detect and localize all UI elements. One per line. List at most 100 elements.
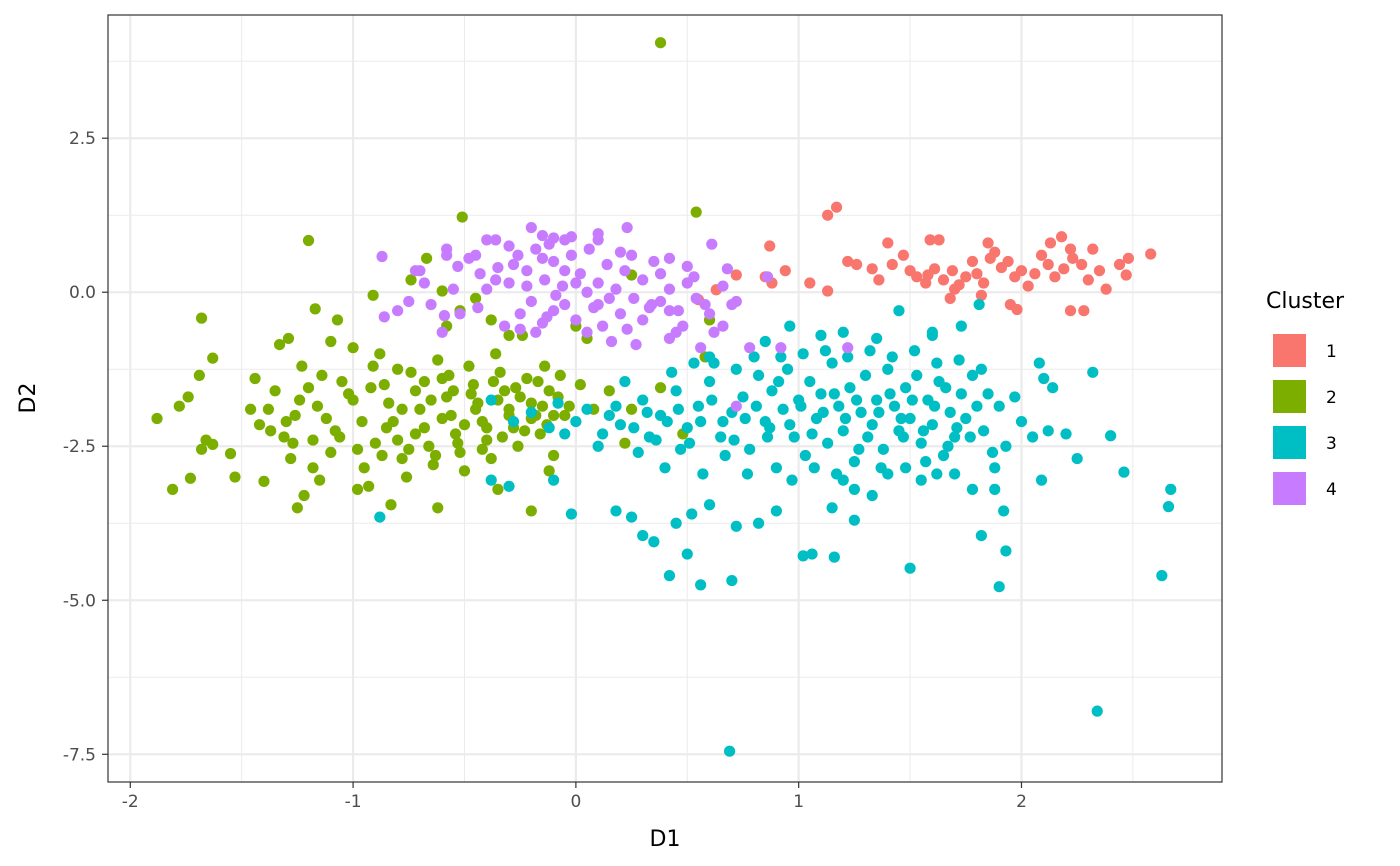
data-point-cluster-3 [920, 456, 932, 468]
data-point-cluster-4 [654, 295, 667, 308]
data-point-cluster-3 [777, 403, 789, 415]
data-point-cluster-4 [592, 298, 604, 311]
data-point-cluster-3 [1087, 366, 1099, 378]
x-tick-label: 2 [1016, 792, 1027, 812]
data-point-cluster-3 [908, 345, 921, 357]
data-point-cluster-4 [570, 277, 582, 289]
data-point-cluster-4 [690, 292, 702, 304]
data-point-cluster-3 [374, 511, 386, 523]
data-point-cluster-2 [269, 385, 281, 397]
data-point-cluster-3 [1162, 501, 1175, 513]
data-point-cluster-4 [452, 260, 464, 272]
data-point-cluster-2 [207, 438, 219, 450]
data-points [151, 37, 1177, 757]
data-point-cluster-3 [715, 431, 727, 443]
data-point-cluster-2 [574, 379, 586, 391]
data-point-cluster-3 [1091, 705, 1103, 717]
data-point-cluster-2 [514, 391, 526, 403]
data-point-cluster-4 [559, 265, 571, 277]
data-point-cluster-2 [392, 363, 404, 375]
data-point-cluster-3 [955, 388, 967, 400]
data-point-cluster-1 [1011, 303, 1023, 316]
data-point-cluster-3 [692, 400, 705, 412]
legend-label-2: 2 [1326, 388, 1337, 408]
data-point-cluster-2 [496, 431, 508, 443]
y-tick-label: 2.5 [69, 129, 96, 149]
data-point-cluster-4 [706, 238, 718, 250]
data-point-cluster-3 [659, 462, 671, 474]
data-point-cluster-1 [842, 255, 854, 268]
data-point-cluster-1 [822, 209, 834, 221]
data-point-cluster-3 [864, 345, 876, 357]
data-point-cluster-1 [897, 249, 909, 261]
data-point-cluster-1 [989, 246, 1001, 258]
data-point-cluster-2 [494, 366, 506, 378]
data-point-cluster-3 [1156, 570, 1168, 582]
data-point-cluster-1 [1015, 265, 1028, 277]
data-point-cluster-1 [1058, 263, 1070, 275]
data-point-cluster-3 [877, 443, 889, 455]
data-point-cluster-4 [474, 268, 486, 280]
data-point-cluster-3 [975, 529, 987, 542]
data-point-cluster-3 [674, 443, 687, 455]
data-point-cluster-3 [978, 425, 990, 437]
data-point-cluster-3 [726, 574, 738, 587]
data-point-cluster-4 [621, 221, 633, 234]
data-point-cluster-3 [559, 428, 571, 440]
data-point-cluster-3 [752, 369, 765, 381]
data-point-cluster-3 [507, 416, 520, 428]
plot-border [107, 14, 1223, 783]
data-point-cluster-3 [703, 351, 716, 363]
legend-label-1: 1 [1326, 342, 1337, 362]
data-point-cluster-2 [536, 400, 549, 412]
data-point-cluster-3 [666, 366, 678, 378]
data-point-cluster-2 [184, 472, 197, 484]
data-point-cluster-4 [601, 258, 613, 271]
data-point-cluster-3 [1118, 466, 1130, 478]
data-point-cluster-3 [703, 499, 716, 511]
legend-key-2 [1273, 380, 1306, 413]
data-point-cluster-1 [944, 292, 956, 304]
data-point-cluster-3 [906, 394, 918, 406]
data-point-cluster-2 [427, 459, 439, 471]
data-point-cluster-2 [465, 388, 477, 400]
data-point-cluster-2 [302, 382, 315, 394]
data-point-cluster-3 [830, 468, 843, 480]
y-tick-label: 0.0 [69, 283, 96, 303]
data-point-cluster-4 [619, 265, 631, 277]
data-point-cluster-2 [432, 502, 444, 514]
data-point-cluster-4 [536, 317, 549, 329]
data-point-cluster-3 [1027, 431, 1039, 443]
data-point-cluster-2 [244, 403, 257, 415]
data-point-cluster-3 [1042, 425, 1054, 437]
data-point-cluster-4 [581, 286, 593, 298]
data-point-cluster-2 [258, 475, 270, 487]
data-point-cluster-2 [151, 412, 163, 425]
data-point-cluster-4 [438, 310, 451, 322]
data-point-cluster-3 [986, 446, 999, 459]
data-point-cluster-4 [695, 342, 707, 354]
data-point-cluster-3 [806, 548, 818, 560]
data-point-cluster-3 [960, 412, 972, 425]
data-point-cluster-3 [966, 483, 979, 495]
data-point-cluster-1 [764, 240, 776, 252]
data-point-cluster-2 [525, 505, 537, 517]
data-point-cluster-3 [928, 400, 941, 412]
data-point-cluster-1 [886, 258, 898, 271]
data-point-cluster-4 [605, 335, 618, 348]
data-point-cluster-3 [1000, 545, 1012, 557]
data-point-cluster-4 [403, 295, 415, 308]
data-point-cluster-3 [862, 431, 874, 443]
data-point-cluster-3 [822, 437, 834, 449]
data-point-cluster-3 [597, 428, 609, 440]
data-point-cluster-4 [530, 243, 542, 255]
data-point-cluster-3 [697, 468, 709, 480]
data-point-cluster-2 [563, 400, 575, 412]
data-point-cluster-2 [302, 234, 315, 247]
data-point-cluster-3 [871, 394, 883, 406]
data-point-cluster-4 [708, 326, 720, 338]
data-point-cluster-3 [1035, 474, 1048, 486]
data-point-cluster-4 [603, 292, 615, 304]
data-point-cluster-2 [331, 314, 344, 326]
data-point-cluster-3 [815, 329, 827, 341]
